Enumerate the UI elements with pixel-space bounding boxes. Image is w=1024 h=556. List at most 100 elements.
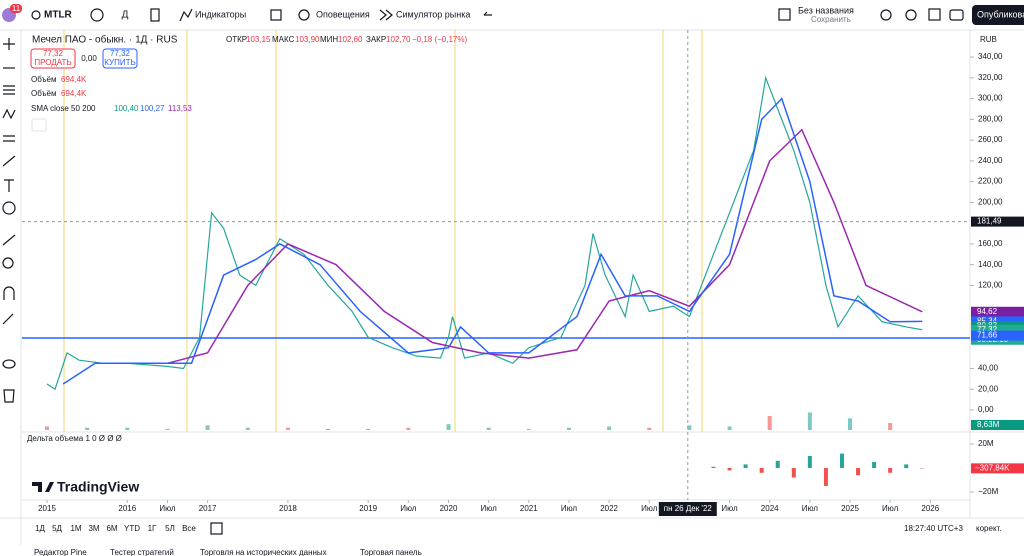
volume-bar <box>566 427 571 430</box>
tab[interactable]: Торговля на исторических данных <box>200 548 327 556</box>
search-icon[interactable] <box>31 10 41 20</box>
buy-price[interactable]: 77,32 <box>110 49 131 58</box>
sell[interactable]: ПРОДАТЬ <box>34 58 71 67</box>
alerts[interactable]: Оповещения <box>316 9 370 19</box>
sell-button[interactable] <box>30 48 76 69</box>
volume-bar <box>245 427 250 430</box>
close-label: ЗАКР <box>366 35 386 44</box>
tab[interactable]: Редактор Pine <box>34 548 87 556</box>
snapshot[interactable] <box>949 9 964 21</box>
sma-name: SMA close 50 200 <box>31 104 96 113</box>
replay-icon[interactable] <box>379 9 393 21</box>
fullscreen[interactable] <box>928 8 941 21</box>
fib-tool[interactable] <box>3 85 15 95</box>
range-button[interactable]: 1М <box>70 524 81 533</box>
x-tick-label: Июл <box>641 504 658 513</box>
price-badge-label: 85,34 <box>977 317 998 326</box>
range-button[interactable]: 3М <box>88 524 99 533</box>
price-badge <box>971 306 1024 317</box>
logo-mark <box>32 482 54 492</box>
range-button[interactable]: Все <box>182 524 196 533</box>
alerts-icon[interactable] <box>298 9 310 21</box>
volume-bar <box>767 416 772 430</box>
replay[interactable]: Симулятор рынка <box>396 9 470 19</box>
range-button[interactable]: 6М <box>106 524 117 533</box>
add-symbol[interactable] <box>90 8 104 22</box>
layout-icon[interactable] <box>778 8 791 21</box>
adjust[interactable]: корект. <box>976 524 1002 533</box>
symbol[interactable]: MTLR <box>44 10 73 21</box>
y-tick-label: 300,00 <box>978 94 1003 103</box>
text-tool[interactable] <box>4 179 14 192</box>
range-button[interactable]: 5Д <box>52 524 62 533</box>
magnet-tool[interactable] <box>3 286 15 300</box>
y-tick-label: 340,00 <box>978 52 1003 61</box>
delta-badge-label: −307,84K <box>975 463 1010 472</box>
delta-bar <box>904 464 909 468</box>
range-button[interactable]: 5Л <box>165 524 175 533</box>
x-tick-label: 2024 <box>761 504 779 513</box>
lock-tool[interactable] <box>2 313 14 325</box>
buy-button[interactable] <box>102 48 138 69</box>
quick-search[interactable] <box>880 9 892 21</box>
sma50-line <box>62 97 923 385</box>
pattern-tool[interactable] <box>2 108 16 120</box>
x-tick-label: Июл <box>802 504 819 513</box>
notification-count: 11 <box>12 4 21 13</box>
delta-bar <box>775 460 780 468</box>
badge <box>10 4 22 13</box>
ruler-tool[interactable] <box>2 234 16 246</box>
chart-type[interactable] <box>150 8 160 22</box>
y-tick-label: 260,00 <box>978 135 1003 144</box>
publish[interactable]: Опубликовать <box>977 9 1024 19</box>
y-tick-label: 120,00 <box>978 281 1003 290</box>
sell-price[interactable]: 77,32 <box>43 49 64 58</box>
tab[interactable]: Торговая панель <box>360 548 422 556</box>
y-tick-label: 320,00 <box>978 73 1003 82</box>
templates[interactable] <box>270 9 282 21</box>
volume-bar <box>285 427 290 430</box>
indicators-icon[interactable] <box>179 8 193 22</box>
delta-bar <box>807 456 812 468</box>
volume-bar <box>526 428 531 430</box>
x-tick-label: Июл <box>882 504 899 513</box>
interval[interactable]: Д <box>122 10 129 21</box>
volume-name: Объём <box>31 75 57 84</box>
range-button[interactable]: YTD <box>124 524 140 533</box>
undo[interactable] <box>483 11 492 16</box>
delta-bar <box>759 468 764 473</box>
volume-bar <box>45 426 49 430</box>
crosshair-tool[interactable] <box>3 38 15 50</box>
projection-tool[interactable] <box>3 135 15 142</box>
indicators[interactable]: Индикаторы <box>195 9 246 19</box>
sma-value: 100,27 <box>140 104 165 113</box>
logo: TradingView <box>57 479 139 495</box>
low: 102,60 <box>338 35 363 44</box>
icon-tool[interactable] <box>2 201 16 215</box>
y-tick-label: 200,00 <box>978 198 1003 207</box>
y-tick-label: 280,00 <box>978 114 1003 123</box>
publish-button[interactable] <box>972 5 1024 25</box>
range-button[interactable]: 1Д <box>35 524 45 533</box>
tab[interactable]: Тестер стратегий <box>110 548 174 556</box>
layout-name[interactable]: Без названия <box>798 5 854 15</box>
brush-tool[interactable] <box>2 155 16 167</box>
crosshair-badge <box>658 502 717 516</box>
date-range[interactable] <box>210 522 223 535</box>
delta-tick-label: 20M <box>978 439 994 448</box>
volume-bar <box>486 427 491 430</box>
hide-tool[interactable] <box>2 359 16 369</box>
y-tick-label: 140,00 <box>978 260 1003 269</box>
delete-tool[interactable] <box>3 389 15 403</box>
buy[interactable]: КУПИТЬ <box>104 58 135 67</box>
x-tick-label: 2015 <box>38 504 56 513</box>
settings[interactable] <box>905 9 917 21</box>
zoom-tool[interactable] <box>2 257 14 269</box>
collapse-legend[interactable] <box>31 118 47 132</box>
x-tick-label: 2016 <box>118 504 136 513</box>
y-tick-label: 220,00 <box>978 177 1003 186</box>
x-tick-label: Июл <box>721 504 738 513</box>
range-button[interactable]: 1Г <box>148 524 157 533</box>
delta-badge <box>971 463 1024 474</box>
